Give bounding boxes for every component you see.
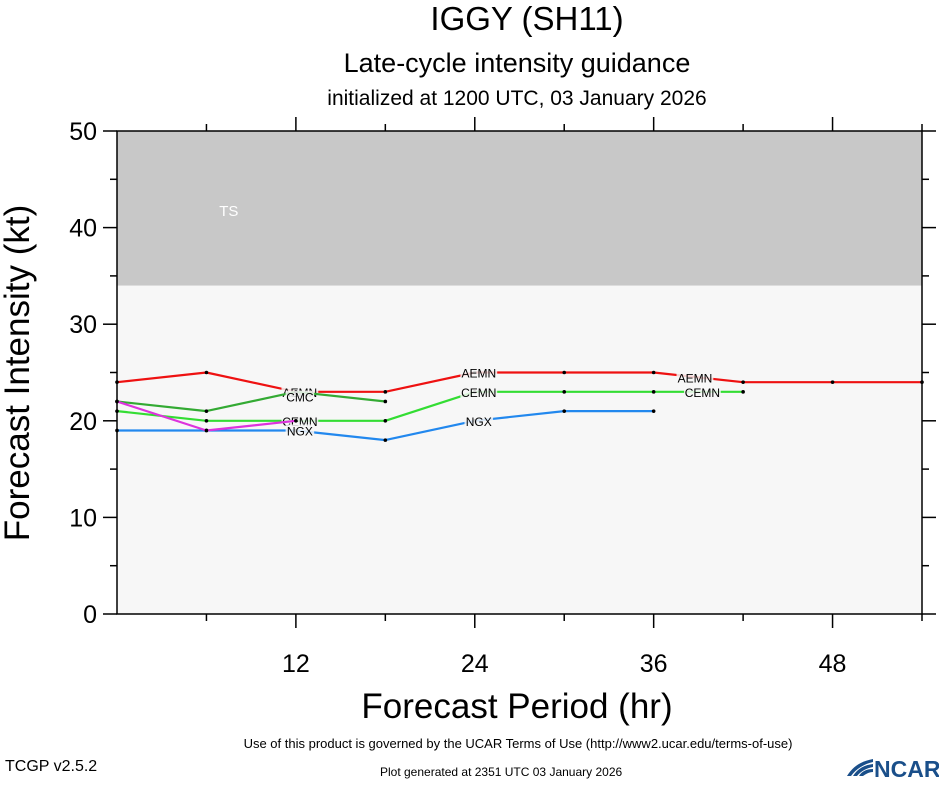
ngx-point <box>562 409 567 413</box>
x-tick-label: 24 <box>461 650 489 678</box>
ngx-point <box>651 409 656 413</box>
cemn-point <box>562 390 567 394</box>
aemn-line <box>116 371 922 393</box>
cemn-label-bg <box>281 414 319 427</box>
chart-subtitle-init: initialized at 1200 UTC, 03 January 2026 <box>327 87 706 110</box>
chart-title: IGGY (SH11) <box>430 0 623 37</box>
y-tick-label: 20 <box>69 408 97 436</box>
aemn-point <box>562 370 567 375</box>
cemn-point <box>204 419 209 423</box>
ngx-label: NGX <box>287 424 313 438</box>
cemn-point <box>383 419 388 423</box>
cmc-line <box>116 390 386 413</box>
aemn-label: AEMN <box>678 371 713 385</box>
ngx-label-bg <box>464 414 494 427</box>
y-tick-label: 30 <box>69 311 97 339</box>
cmc-label: CMC <box>286 391 314 405</box>
aemn-label-bg <box>460 366 498 379</box>
y-tick-label: 10 <box>69 504 97 532</box>
chart-subtitle: Late-cycle intensity guidance <box>344 48 691 78</box>
cemn-point <box>651 390 656 394</box>
series-5-point <box>204 428 209 433</box>
series-aemn: AEMNAEMNAEMN <box>115 366 924 400</box>
ncar-logo: NCAR <box>847 756 939 782</box>
ngx-label-bg <box>285 424 315 437</box>
series-series-5 <box>115 399 298 433</box>
cemn-label-bg <box>683 385 721 398</box>
terms-of-use-text: Use of this product is governed by the U… <box>244 736 793 751</box>
plot-area: TSAEMNAEMNAEMNCEMNCEMNCEMNCMCNGXNGX01020… <box>69 117 936 678</box>
series-5-point <box>294 419 298 423</box>
ncar-logo-text: NCAR <box>874 756 939 780</box>
cmc-point <box>383 399 388 404</box>
x-tick-label: 12 <box>282 650 310 678</box>
aemn-point <box>204 370 209 375</box>
cmc-point <box>204 409 209 413</box>
cemn-line <box>116 390 744 422</box>
ngx-label: NGX <box>466 415 492 429</box>
aemn-point <box>651 370 656 375</box>
aemn-point <box>383 390 388 394</box>
ncar-logo-mark <box>847 759 873 776</box>
cemn-label: CEMN <box>685 386 720 400</box>
ngx-point <box>383 438 388 442</box>
band-ts <box>117 131 922 286</box>
y-tick-label: 40 <box>69 215 97 243</box>
x-axis-label: Forecast Period (hr) <box>361 687 672 726</box>
y-tick-label: 0 <box>83 601 97 629</box>
y-tick-label: 50 <box>69 118 97 146</box>
aemn-label-bg <box>676 371 714 384</box>
aemn-point <box>741 380 745 384</box>
version-text: TCGP v2.5.2 <box>5 758 97 775</box>
cmc-label-bg <box>285 390 315 403</box>
cemn-label-bg <box>460 385 498 398</box>
aemn-point <box>830 380 835 384</box>
x-tick-label: 48 <box>819 650 847 678</box>
cemn-label: CEMN <box>461 386 496 400</box>
x-tick-label: 36 <box>640 650 668 678</box>
aemn-label: AEMN <box>461 367 496 381</box>
cemn-point <box>741 390 745 394</box>
band-label-ts: TS <box>219 203 238 220</box>
generated-text: Plot generated at 2351 UTC 03 January 20… <box>380 765 622 779</box>
y-axis-label: Forecast Intensity (kt) <box>0 205 37 541</box>
